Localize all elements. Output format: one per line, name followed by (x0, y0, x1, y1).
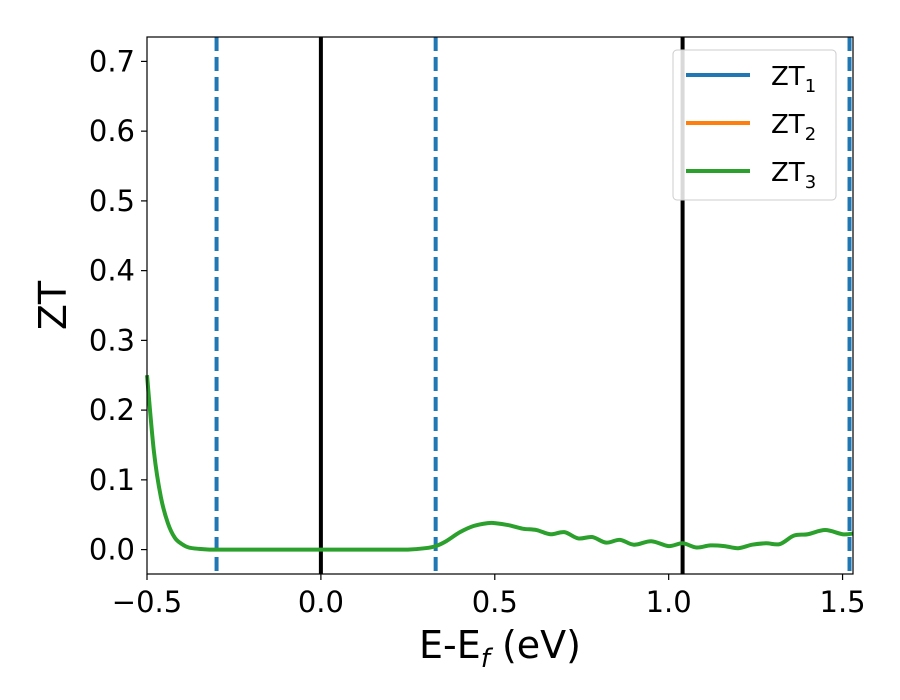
legend-box (672, 49, 837, 201)
y-tick-label-3: 0.3 (89, 323, 135, 357)
series-lines (145, 375, 854, 552)
legend-label-sub: 2 (805, 124, 816, 145)
x-tick-label-0: −0.5 (112, 585, 182, 619)
x-tick-label-4: 1.5 (820, 585, 866, 619)
legend-label-main: ZT (771, 62, 805, 92)
legend-label-3: ZT3 (771, 158, 816, 193)
legend-label-2: ZT2 (771, 110, 816, 145)
y-axis-label: ZT (31, 280, 75, 330)
y-tick-label-6: 0.6 (89, 114, 135, 148)
legend-label-1: ZT1 (771, 62, 816, 97)
series-line-3 (145, 375, 854, 552)
y-tick-label-1: 0.1 (89, 463, 135, 497)
y-tick-label-7: 0.7 (89, 44, 135, 78)
x-tick-label-2: 0.5 (472, 585, 518, 619)
y-tick-label-2: 0.2 (89, 393, 135, 427)
x-axis-label-unit: (eV) (490, 623, 581, 667)
axis-ticks: −0.5 0.0 0.5 1.0 1.5 0.0 0.1 0.2 0.3 0.4 0.5 0.6 0.7 (89, 44, 866, 619)
legend-label-sub: 1 (805, 76, 816, 97)
x-tick-label-3: 1.0 (646, 585, 692, 619)
y-tick-label-0: 0.0 (89, 533, 135, 567)
legend-label-main: ZT (771, 110, 805, 140)
y-tick-label-5: 0.5 (89, 184, 135, 218)
legend-label-main: ZT (771, 158, 805, 188)
legend-label-sub: 3 (805, 172, 816, 193)
y-tick-label-4: 0.4 (89, 254, 135, 288)
x-tick-label-1: 0.0 (298, 585, 344, 619)
plot-frame (146, 36, 854, 575)
x-axis-label-main: E-E (419, 623, 481, 667)
x-axis-label: E-Ef (eV) (419, 623, 581, 674)
